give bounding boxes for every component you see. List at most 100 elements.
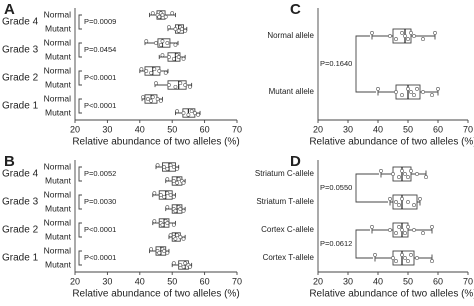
category-label: Normal xyxy=(44,189,72,199)
x-tick-label: 50 xyxy=(403,276,413,286)
group-label: Grade 1 xyxy=(2,101,39,112)
data-point xyxy=(175,180,179,185)
data-point xyxy=(165,41,170,45)
panel-label: D xyxy=(290,153,301,170)
data-point xyxy=(157,69,162,73)
bracket xyxy=(355,173,388,203)
data-point xyxy=(160,39,165,44)
data-point xyxy=(373,253,377,257)
data-point xyxy=(173,42,178,47)
data-point xyxy=(376,87,380,91)
data-point xyxy=(388,197,392,201)
data-point xyxy=(391,172,395,176)
data-point xyxy=(168,193,173,197)
bracket xyxy=(78,194,82,210)
data-point xyxy=(173,84,178,89)
x-tick-label: 40 xyxy=(373,124,383,134)
data-point xyxy=(181,111,186,115)
data-point xyxy=(406,200,410,204)
data-point xyxy=(162,165,167,169)
x-tick-label: 60 xyxy=(433,276,443,286)
data-point xyxy=(154,81,158,86)
category-label: Normal xyxy=(44,37,72,47)
x-tick-label: 30 xyxy=(102,124,112,134)
group-label: Grade 3 xyxy=(2,197,39,208)
x-axis-title: Relative abundance of two alleles (%) xyxy=(309,137,474,148)
data-point xyxy=(144,39,149,44)
data-point xyxy=(409,253,413,257)
data-point xyxy=(157,250,162,255)
bracket xyxy=(78,14,82,30)
category-label: Normal xyxy=(44,9,72,19)
data-point xyxy=(400,93,404,97)
x-axis-title: Relative abundance of two alleles (%) xyxy=(309,289,474,300)
data-point xyxy=(160,13,165,17)
data-point xyxy=(415,256,419,260)
data-point xyxy=(189,109,194,114)
p-value: P=0.0052 xyxy=(84,169,116,178)
group-label: Grade 2 xyxy=(2,225,39,236)
category-label: Striatum C-allele xyxy=(255,169,315,178)
data-point xyxy=(154,41,158,45)
panel-label: C xyxy=(290,1,301,18)
data-point xyxy=(171,194,176,199)
data-point xyxy=(412,203,416,207)
data-point xyxy=(158,42,163,47)
data-point xyxy=(186,112,191,117)
data-point xyxy=(370,31,374,35)
data-point xyxy=(173,236,178,241)
x-tick-label: 20 xyxy=(313,276,323,286)
data-point xyxy=(397,175,401,179)
data-point xyxy=(391,256,395,260)
data-point xyxy=(409,31,413,35)
data-point xyxy=(181,236,186,241)
group-label: Grade 1 xyxy=(2,253,39,264)
bracket xyxy=(78,250,82,266)
data-point xyxy=(162,249,167,253)
category-label: Mutant xyxy=(45,51,72,61)
data-point xyxy=(176,177,181,182)
data-point xyxy=(165,205,170,210)
data-point xyxy=(171,222,176,227)
data-point xyxy=(436,87,440,91)
data-point xyxy=(430,93,434,97)
p-value: P=0.0454 xyxy=(84,45,116,54)
x-tick-label: 20 xyxy=(70,276,80,286)
data-point xyxy=(181,264,186,269)
data-point xyxy=(171,179,176,183)
data-point xyxy=(163,14,168,19)
category-label: Mutant allele xyxy=(269,87,315,96)
category-label: Mutant xyxy=(45,231,72,241)
data-point xyxy=(144,69,149,73)
data-point xyxy=(155,97,160,101)
data-point xyxy=(167,83,171,87)
data-point xyxy=(160,53,165,58)
category-label: Striatum T-allele xyxy=(256,197,314,206)
category-label: Normal xyxy=(44,65,72,75)
category-label: Mutant xyxy=(45,23,72,33)
data-point xyxy=(394,37,398,41)
data-point xyxy=(400,169,404,173)
data-point xyxy=(397,203,401,207)
data-point xyxy=(158,193,163,197)
data-point xyxy=(394,200,398,204)
data-point xyxy=(160,222,165,227)
data-point xyxy=(421,90,425,94)
panel-label: B xyxy=(4,153,15,170)
group-label: Grade 2 xyxy=(2,73,39,84)
category-label: Mutant xyxy=(45,203,72,213)
data-point xyxy=(409,90,413,94)
data-point xyxy=(400,31,404,35)
data-point xyxy=(152,219,157,224)
x-tick-label: 20 xyxy=(313,124,323,134)
data-point xyxy=(181,208,186,213)
data-point xyxy=(158,98,163,103)
data-point xyxy=(165,166,170,171)
p-value: P=0.0550 xyxy=(320,183,352,192)
data-point xyxy=(165,177,170,182)
x-tick-label: 70 xyxy=(463,276,473,286)
category-label: Cortex T-allele xyxy=(263,253,315,262)
data-point xyxy=(196,112,201,117)
x-tick-label: 40 xyxy=(135,124,145,134)
